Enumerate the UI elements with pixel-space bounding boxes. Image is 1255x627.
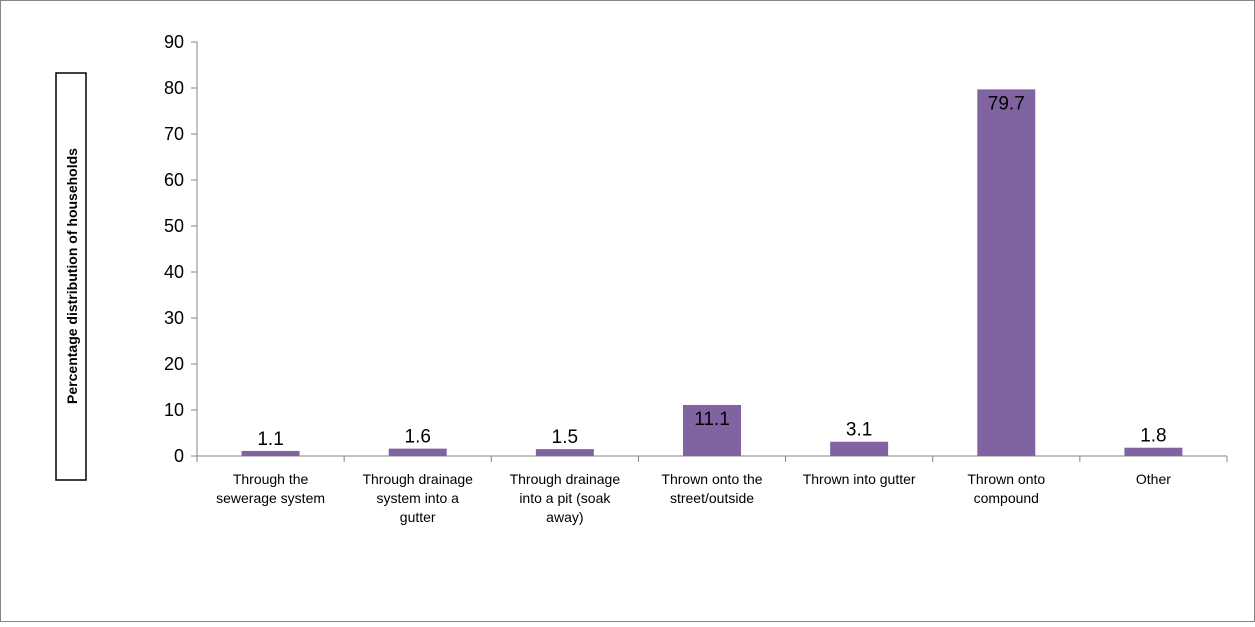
category-label: Through drainage system into a gutter xyxy=(362,471,473,525)
data-label: 11.1 xyxy=(694,409,730,430)
category-label: Thrown into gutter xyxy=(803,471,916,487)
bar xyxy=(535,449,594,456)
bar xyxy=(977,89,1036,456)
y-axis-title-frame xyxy=(55,72,87,481)
bar xyxy=(1124,447,1183,456)
y-tick-label: 50 xyxy=(164,216,184,236)
bar xyxy=(388,448,447,456)
y-axis-title-box: Percentage distribution of households xyxy=(55,72,87,481)
data-label: 3.1 xyxy=(846,420,872,441)
data-label: 1.8 xyxy=(1140,426,1166,447)
y-tick-label: 70 xyxy=(164,124,184,144)
data-label: 1.6 xyxy=(405,427,431,448)
category-label: Through the sewerage system xyxy=(216,471,325,506)
category-label: Thrown onto compound xyxy=(967,471,1045,506)
category-label: Through drainage into a pit (soak away) xyxy=(510,471,621,525)
y-tick-label: 60 xyxy=(164,170,184,190)
data-label: 79.7 xyxy=(988,93,1025,114)
y-tick-label: 40 xyxy=(164,262,184,282)
y-tick-label: 30 xyxy=(164,308,184,328)
data-label: 1.5 xyxy=(552,427,578,448)
y-tick-label: 0 xyxy=(174,446,184,466)
category-label: Thrown onto the street/outside xyxy=(661,471,762,506)
y-tick-label: 80 xyxy=(164,78,184,98)
labels: 1.1 Through the sewerage system 1.6 Through … xyxy=(216,93,1171,525)
bar xyxy=(683,404,741,456)
bar xyxy=(241,450,300,456)
bar xyxy=(830,441,889,456)
y-axis-title: Percentage distribution of households xyxy=(64,148,80,404)
data-label: 1.1 xyxy=(257,429,283,450)
bars xyxy=(241,89,1183,456)
y-tick-label: 10 xyxy=(164,400,184,420)
y-tick-label: 90 xyxy=(164,32,184,52)
y-tick-label: 20 xyxy=(164,354,184,374)
category-label: Other xyxy=(1136,471,1171,487)
axes: 0 10 20 30 40 50 60 70 80 90 xyxy=(164,32,1228,466)
